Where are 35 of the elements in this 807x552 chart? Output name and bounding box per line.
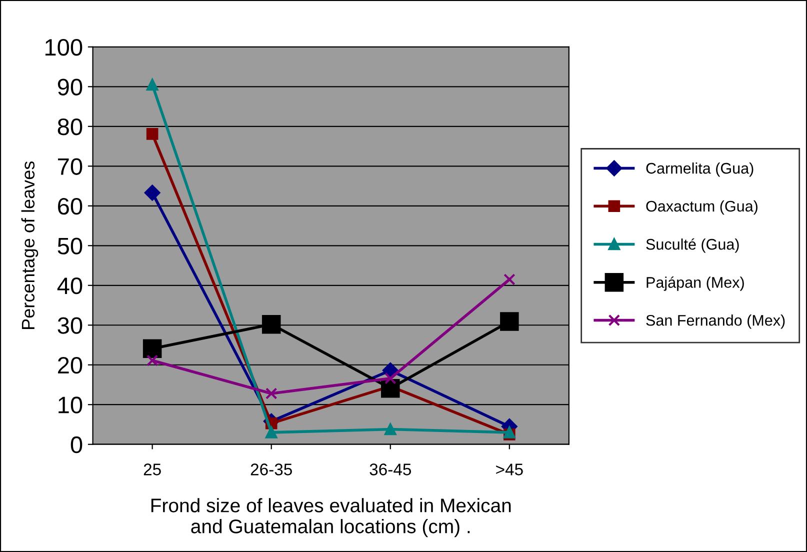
y-tick-label: 20 [58, 356, 82, 374]
point [144, 184, 160, 201]
y-tick-label: 80 [58, 118, 82, 136]
y-tick-label: 10 [58, 396, 82, 414]
x-tick-label: >45 [496, 464, 523, 476]
x-tick-label: 26-35 [250, 464, 292, 476]
y-tick-label: 40 [57, 277, 82, 294]
y-tick-label: 90 [58, 78, 82, 96]
point [381, 378, 400, 398]
point [265, 388, 278, 400]
legend-label: Oaxactum (Gua) [646, 200, 758, 215]
point [384, 423, 396, 436]
y-axis-title: Percentage of leaves [21, 161, 38, 329]
y-tick-label: 60 [58, 198, 82, 215]
point [504, 274, 516, 286]
y-tick-label: 70 [58, 158, 82, 175]
point [142, 339, 162, 358]
point [500, 312, 519, 331]
legend-label: Carmelita (Gua) [646, 162, 754, 177]
point [262, 314, 281, 334]
y-tick-label: 100 [45, 38, 82, 56]
x-tick-label: 36-45 [370, 464, 412, 476]
legend-label: San Fernando (Mex) [646, 314, 785, 329]
y-tick-label: 30 [58, 317, 82, 334]
point [146, 354, 158, 366]
point [265, 426, 278, 438]
y-tick-label: 50 [58, 238, 82, 254]
point [384, 372, 396, 384]
y-tick-label: 0 [70, 436, 82, 454]
x-axis-title: Frond size of leaves evaluated in Mexican and Guatemalan locations (cm) . [151, 498, 511, 538]
legend-label: Suculté (Gua) [646, 238, 739, 253]
point [146, 128, 158, 140]
point [146, 78, 158, 91]
x-tick-label: 25 [144, 464, 161, 476]
legend-label: Pajápan (Mex) [646, 276, 744, 291]
